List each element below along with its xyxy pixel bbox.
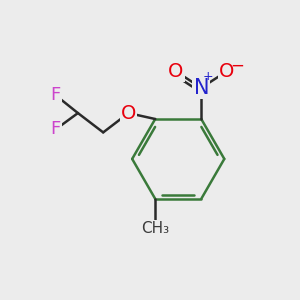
- Text: −: −: [230, 57, 244, 75]
- Text: F: F: [50, 120, 61, 138]
- Text: CH₃: CH₃: [141, 221, 169, 236]
- Text: O: O: [168, 62, 184, 81]
- Text: N: N: [194, 78, 209, 98]
- Text: O: O: [121, 103, 136, 123]
- Text: F: F: [50, 86, 61, 104]
- Text: O: O: [219, 62, 234, 81]
- Text: +: +: [202, 70, 213, 83]
